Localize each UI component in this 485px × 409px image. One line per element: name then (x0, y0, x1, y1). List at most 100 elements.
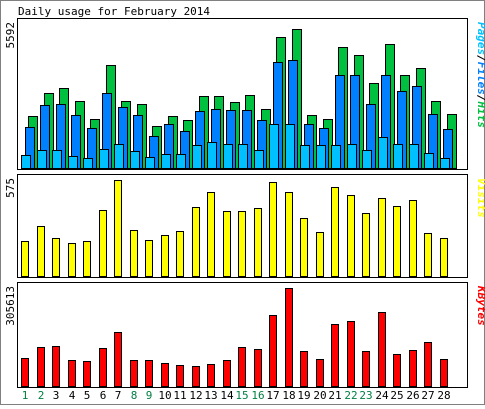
bar-visits (269, 182, 277, 277)
bar-pages (192, 145, 202, 169)
day-label: 5 (84, 389, 91, 402)
bar-pages (130, 151, 140, 169)
bar-visits (99, 210, 107, 277)
day-label: 9 (146, 389, 153, 402)
legend: KBytes (475, 285, 485, 326)
bar-visits (238, 211, 246, 277)
day-axis-labels: 1 2 3 4 5 6 7 8 9 10 11 12 13 14 15 16 17 18 19 20 21 22 23 24 2… (22, 389, 451, 402)
day-label: 3 (53, 389, 60, 402)
day-label: 24 (375, 389, 389, 402)
chart-title: Daily usage for February 2014 (18, 5, 210, 18)
bar-visits (316, 232, 324, 277)
bar-pages (316, 145, 326, 169)
bar-kbytes (145, 360, 153, 387)
bar-pages (347, 144, 357, 169)
bar-pages (145, 157, 155, 169)
day-label: 28 (437, 389, 450, 402)
bar-kbytes (83, 361, 91, 387)
bar-pages (269, 124, 279, 169)
bar-pages (331, 145, 341, 169)
bar-kbytes (68, 360, 76, 387)
legend-separator: / (475, 55, 485, 62)
bar-kbytes (409, 350, 417, 387)
bar-visits (254, 208, 262, 277)
bar-kbytes (223, 360, 231, 387)
day-label: 20 (313, 389, 326, 402)
bar-kbytes (238, 347, 246, 387)
bar-kbytes (300, 351, 308, 387)
legend-entry-pages: Pages (475, 22, 485, 55)
day-label: 11 (173, 389, 186, 402)
kbytes-panel: 305613 KBytes (4, 282, 485, 388)
visits-panel: 575 Visits (4, 174, 485, 278)
bar-visits (409, 200, 417, 277)
bar-pages (440, 158, 450, 169)
day-label: 14 (220, 389, 234, 402)
day-label: 7 (115, 389, 122, 402)
bar-visits (207, 192, 215, 277)
bar-pages (378, 137, 388, 169)
bar-pages (161, 154, 171, 169)
legend: Visits (475, 178, 485, 218)
bar-visits (223, 211, 231, 277)
bar-visits (285, 192, 293, 277)
day-label: 13 (204, 389, 217, 402)
bar-visits (424, 233, 432, 277)
y-axis-max-label: 575 (4, 178, 17, 198)
bar-visits (161, 235, 169, 277)
bar-visits (362, 213, 370, 277)
bar-pages (68, 156, 78, 169)
legend-entry-files: Files (475, 62, 485, 95)
bar-pages (114, 144, 124, 169)
bar-kbytes (362, 351, 370, 387)
bar-kbytes (192, 366, 200, 387)
bar-visits (37, 226, 45, 277)
day-label: 27 (421, 389, 434, 402)
day-label: 10 (158, 389, 171, 402)
day-label: 2 (38, 389, 45, 402)
day-label: 16 (251, 389, 264, 402)
day-label: 18 (282, 389, 295, 402)
bar-kbytes (269, 315, 277, 387)
bar-pages (207, 142, 217, 169)
bar-pages (393, 144, 403, 169)
bar-kbytes (99, 348, 107, 387)
bar-kbytes (176, 365, 184, 387)
day-label: 6 (100, 389, 107, 402)
bar-visits (331, 187, 339, 277)
bar-visits (83, 241, 91, 277)
bar-kbytes (114, 332, 122, 387)
bar-pages (300, 145, 310, 169)
bar-kbytes (331, 324, 339, 387)
bar-pages (285, 124, 295, 169)
legend-entry-kbytes: KBytes (475, 285, 485, 326)
bar-visits (378, 198, 386, 277)
bar-kbytes (130, 360, 138, 387)
bar-visits (52, 238, 60, 277)
bar-pages (83, 158, 93, 169)
bar-kbytes (254, 349, 262, 387)
bar-pages (254, 150, 264, 169)
day-label: 26 (406, 389, 419, 402)
bar-kbytes (393, 354, 401, 387)
y-axis-max-label: 5592 (4, 22, 17, 49)
bar-visits (130, 230, 138, 277)
bar-visits (114, 180, 122, 277)
bar-pages (409, 144, 419, 169)
bar-visits (347, 195, 355, 277)
day-label: 12 (189, 389, 202, 402)
bar-pages (99, 149, 109, 169)
day-label: 4 (69, 389, 76, 402)
bar-kbytes (440, 359, 448, 387)
bar-visits (145, 240, 153, 277)
bar-kbytes (378, 312, 386, 387)
legend-separator: / (475, 95, 485, 102)
bar-visits (68, 243, 76, 277)
day-label: 15 (235, 389, 248, 402)
bar-visits (393, 206, 401, 277)
day-label: 17 (266, 389, 279, 402)
day-label: 25 (390, 389, 403, 402)
